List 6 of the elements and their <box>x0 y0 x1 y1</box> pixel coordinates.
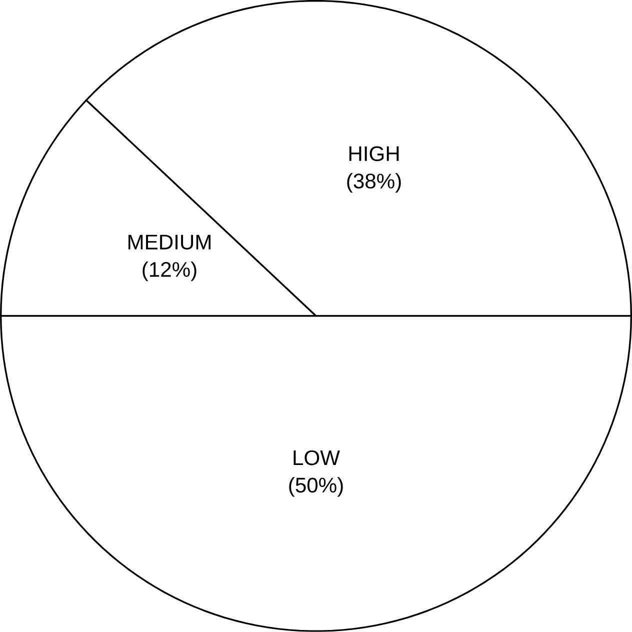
slice-label: MEDIUM <box>128 234 210 250</box>
data-label: (38%) <box>347 173 401 193</box>
slice-label: LOW <box>294 450 340 466</box>
data-label: (50%) <box>289 477 343 497</box>
data-label: (12%) <box>142 261 196 282</box>
slice-label: HIGH <box>349 146 399 162</box>
